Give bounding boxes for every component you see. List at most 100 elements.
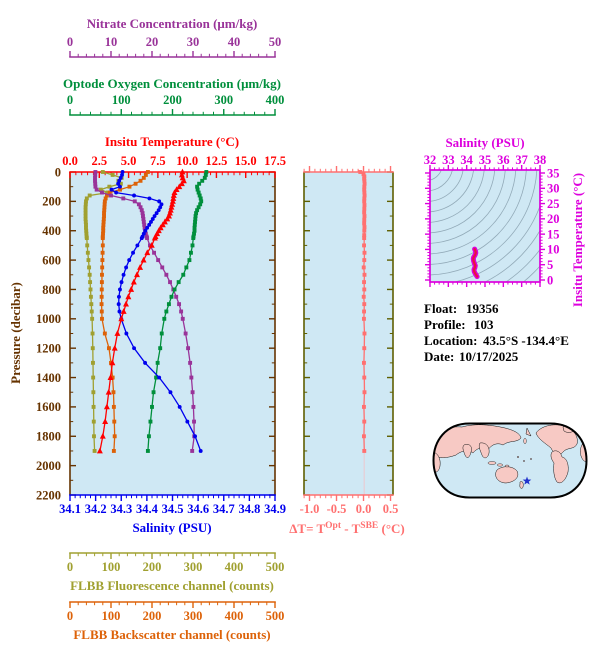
date-value: 10/17/2025 [459, 349, 519, 364]
svg-text:34.5: 34.5 [162, 502, 184, 516]
svg-text:10: 10 [547, 243, 560, 257]
fluorescence-axis-title: FLBB Fluorescence channel (counts) [70, 578, 274, 593]
svg-text:1600: 1600 [36, 400, 61, 414]
generated-plot-graphics: 0200400600800100012001400160018002000220… [36, 35, 588, 623]
svg-text:0: 0 [67, 35, 73, 49]
svg-text:38: 38 [534, 153, 547, 167]
svg-text:300: 300 [184, 609, 203, 623]
svg-text:1800: 1800 [36, 430, 61, 444]
float-label: Float: [424, 301, 457, 316]
svg-text:0: 0 [547, 273, 553, 287]
svg-text:0: 0 [67, 93, 73, 107]
ts-salinity-axis-title: Salinity (PSU) [445, 135, 524, 150]
svg-text:33: 33 [442, 153, 455, 167]
svg-text:50: 50 [269, 35, 282, 49]
location-label: Location: [424, 333, 477, 348]
svg-text:35: 35 [547, 166, 560, 180]
delta-t-label-suffix: (°C) [378, 521, 405, 536]
svg-text:1000: 1000 [36, 312, 61, 326]
svg-text:200: 200 [42, 195, 61, 209]
svg-text:34.1: 34.1 [59, 502, 81, 516]
svg-text:100: 100 [102, 560, 121, 574]
svg-text:2200: 2200 [36, 488, 61, 502]
nitrate-axis-title: Nitrate Concentration (μm/kg) [87, 16, 258, 31]
svg-text:5.0: 5.0 [121, 154, 137, 168]
svg-text:300: 300 [184, 560, 203, 574]
svg-text:12.5: 12.5 [205, 154, 227, 168]
svg-text:1200: 1200 [36, 341, 61, 355]
svg-text:200: 200 [163, 93, 182, 107]
pressure-axis-title: Pressure (decibar) [8, 282, 23, 384]
svg-text:200: 200 [143, 560, 162, 574]
profile-label: Profile: [424, 317, 466, 332]
svg-text:0.0: 0.0 [62, 154, 78, 168]
svg-text:35: 35 [479, 153, 492, 167]
pressure-profile-plot: 0200400600800100012001400160018002000220… [36, 35, 286, 623]
float-info: Float: 19356 Profile: 103 Location: 43.5… [424, 301, 569, 364]
svg-text:400: 400 [225, 560, 244, 574]
delta-t-label-prefix: ΔT= T [289, 521, 325, 536]
svg-text:34.9: 34.9 [264, 502, 286, 516]
svg-text:25: 25 [547, 197, 560, 211]
svg-text:0.0: 0.0 [356, 502, 372, 516]
float-value: 19356 [466, 301, 499, 316]
svg-text:10: 10 [105, 35, 118, 49]
svg-text:37: 37 [515, 153, 528, 167]
svg-text:7.5: 7.5 [150, 154, 166, 168]
axis-titles: Nitrate Concentration (μm/kg) Optode Oxy… [8, 16, 585, 642]
svg-text:32: 32 [424, 153, 437, 167]
svg-text:34.7: 34.7 [213, 502, 235, 516]
backscatter-axis-title: FLBB Backscatter channel (counts) [73, 627, 270, 642]
delta-t-label-sup-opt: Opt [325, 521, 342, 531]
svg-text:-0.5: -0.5 [327, 502, 347, 516]
float-location-star [522, 476, 532, 485]
svg-text:0: 0 [55, 165, 61, 179]
date-label: Date: [424, 349, 454, 364]
svg-text:34.3: 34.3 [110, 502, 132, 516]
svg-text:400: 400 [266, 93, 285, 107]
svg-text:34.2: 34.2 [85, 502, 107, 516]
svg-text:30: 30 [547, 182, 560, 196]
svg-text:500: 500 [266, 609, 285, 623]
profile-value: 103 [474, 317, 494, 332]
location-value: 43.5°S -134.4°E [483, 333, 569, 348]
delta-t-axis-label: ΔT= TOpt - TSBE (°C) [289, 521, 405, 536]
svg-text:34: 34 [460, 153, 473, 167]
svg-text:5: 5 [547, 258, 553, 272]
svg-text:40: 40 [228, 35, 241, 49]
svg-text:400: 400 [42, 224, 61, 238]
svg-text:2000: 2000 [36, 459, 61, 473]
svg-text:10.0: 10.0 [176, 154, 198, 168]
svg-text:2.5: 2.5 [91, 154, 107, 168]
svg-text:17.5: 17.5 [264, 154, 286, 168]
svg-text:20: 20 [547, 212, 560, 226]
delta-t-label-sup-sbe: SBE [360, 521, 378, 531]
temperature-axis-title: Insitu Temperature (°C) [105, 134, 239, 149]
svg-text:100: 100 [112, 93, 131, 107]
world-map [432, 422, 588, 499]
svg-text:34.4: 34.4 [136, 502, 159, 516]
salinity-axis-title: Salinity (PSU) [132, 520, 211, 535]
svg-text:500: 500 [266, 560, 285, 574]
svg-text:20: 20 [146, 35, 159, 49]
svg-text:200: 200 [143, 609, 162, 623]
ts-temperature-axis-title: Insitu Temperature (°C) [570, 173, 585, 307]
svg-text:34.6: 34.6 [187, 502, 209, 516]
svg-text:400: 400 [225, 609, 244, 623]
svg-text:34.8: 34.8 [238, 502, 260, 516]
svg-text:15: 15 [547, 227, 560, 241]
svg-text:100: 100 [102, 609, 121, 623]
svg-text:-1.0: -1.0 [300, 502, 320, 516]
map-land [433, 424, 587, 489]
map-outline [432, 422, 588, 499]
delta-t-label-mid: - T [341, 521, 361, 536]
svg-text:0.5: 0.5 [383, 502, 399, 516]
delta-t-panel: -1.0 -0.5 0.0 0.5 [300, 166, 399, 516]
svg-text:1400: 1400 [36, 371, 61, 385]
svg-text:30: 30 [187, 35, 200, 49]
svg-text:36: 36 [497, 153, 510, 167]
svg-text:800: 800 [42, 283, 61, 297]
svg-text:0: 0 [67, 609, 73, 623]
